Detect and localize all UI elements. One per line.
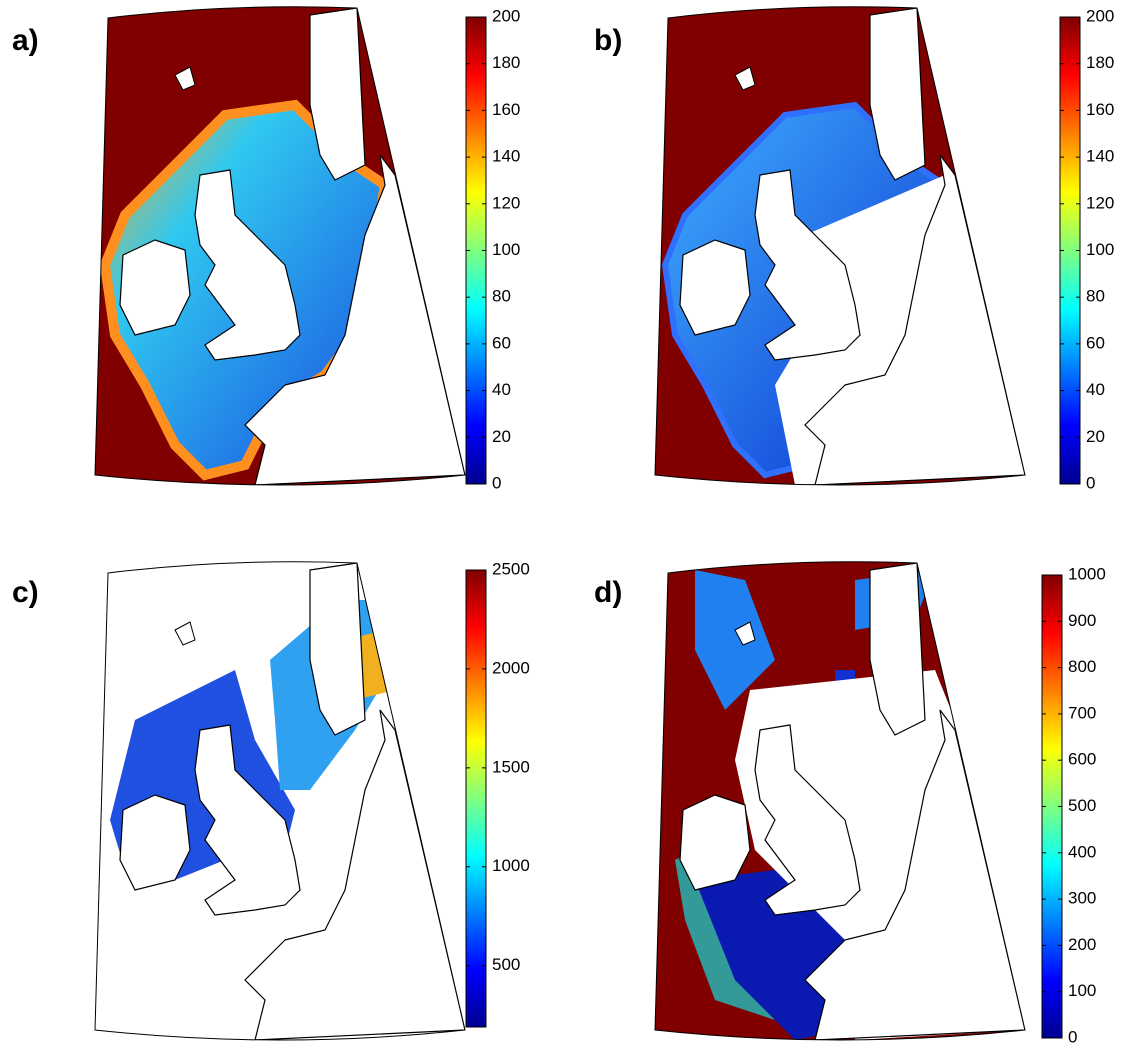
colorbar-tick-label: 80 bbox=[1086, 287, 1105, 306]
colorbar-tick-label: 160 bbox=[1086, 100, 1114, 119]
colorbar-tick-label: 200 bbox=[492, 6, 520, 25]
colorbar-tick-label: 1000 bbox=[492, 856, 530, 875]
colorbar-tick-label: 100 bbox=[1086, 240, 1114, 259]
map-c bbox=[94, 561, 466, 1041]
colorbar-tick-label: 0 bbox=[1068, 1027, 1077, 1046]
colorbar-tick-label: 180 bbox=[1086, 53, 1114, 72]
colorbar-tick-label: 80 bbox=[492, 287, 511, 306]
colorbar-tick-label: 0 bbox=[492, 473, 501, 492]
panel-label: a) bbox=[12, 24, 39, 57]
colorbar-tick-label: 20 bbox=[1086, 427, 1105, 446]
colorbar-tick-label: 140 bbox=[492, 147, 520, 166]
colorbar-tick-label: 180 bbox=[492, 53, 520, 72]
map-d bbox=[654, 561, 1026, 1041]
colorbar-tick-label: 800 bbox=[1068, 657, 1096, 676]
colorbar-tick-label: 200 bbox=[1068, 935, 1096, 954]
panel-label: b) bbox=[594, 24, 622, 57]
colorbar-tick-label: 300 bbox=[1068, 889, 1096, 908]
colorbar-tick-label: 2500 bbox=[492, 559, 530, 578]
colorbar-tick-label: 2000 bbox=[492, 658, 530, 677]
colorbar-tick-label: 200 bbox=[1086, 6, 1114, 25]
colorbar-tick-label: 1500 bbox=[492, 757, 530, 776]
colorbar-tick-label: 60 bbox=[492, 333, 511, 352]
colorbar-tick-label: 600 bbox=[1068, 750, 1096, 769]
colorbar-tick-label: 40 bbox=[492, 380, 511, 399]
colorbar-tick-label: 700 bbox=[1068, 703, 1096, 722]
colorbar-tick-label: 20 bbox=[492, 427, 511, 446]
map-a bbox=[94, 6, 466, 486]
colorbar-tick-label: 160 bbox=[492, 100, 520, 119]
colorbar bbox=[465, 569, 487, 1028]
colorbar-tick-label: 40 bbox=[1086, 380, 1105, 399]
colorbar-tick-label: 60 bbox=[1086, 333, 1105, 352]
colorbar-tick-label: 500 bbox=[492, 955, 520, 974]
panel-label: d) bbox=[594, 576, 622, 609]
colorbar-tick-label: 500 bbox=[1068, 796, 1096, 815]
colorbar-tick-label: 900 bbox=[1068, 611, 1096, 630]
colorbar-tick-label: 100 bbox=[1068, 981, 1096, 1000]
colorbar-tick-label: 400 bbox=[1068, 842, 1096, 861]
colorbar-tick-label: 0 bbox=[1086, 473, 1095, 492]
colorbar-tick-label: 120 bbox=[1086, 193, 1114, 212]
colorbar-tick-label: 120 bbox=[492, 193, 520, 212]
colorbar-tick-label: 140 bbox=[1086, 147, 1114, 166]
colorbar-tick-label: 100 bbox=[492, 240, 520, 259]
colorbar-tick-label: 1000 bbox=[1068, 564, 1106, 583]
panel-label: c) bbox=[12, 576, 39, 609]
map-b bbox=[654, 6, 1026, 486]
